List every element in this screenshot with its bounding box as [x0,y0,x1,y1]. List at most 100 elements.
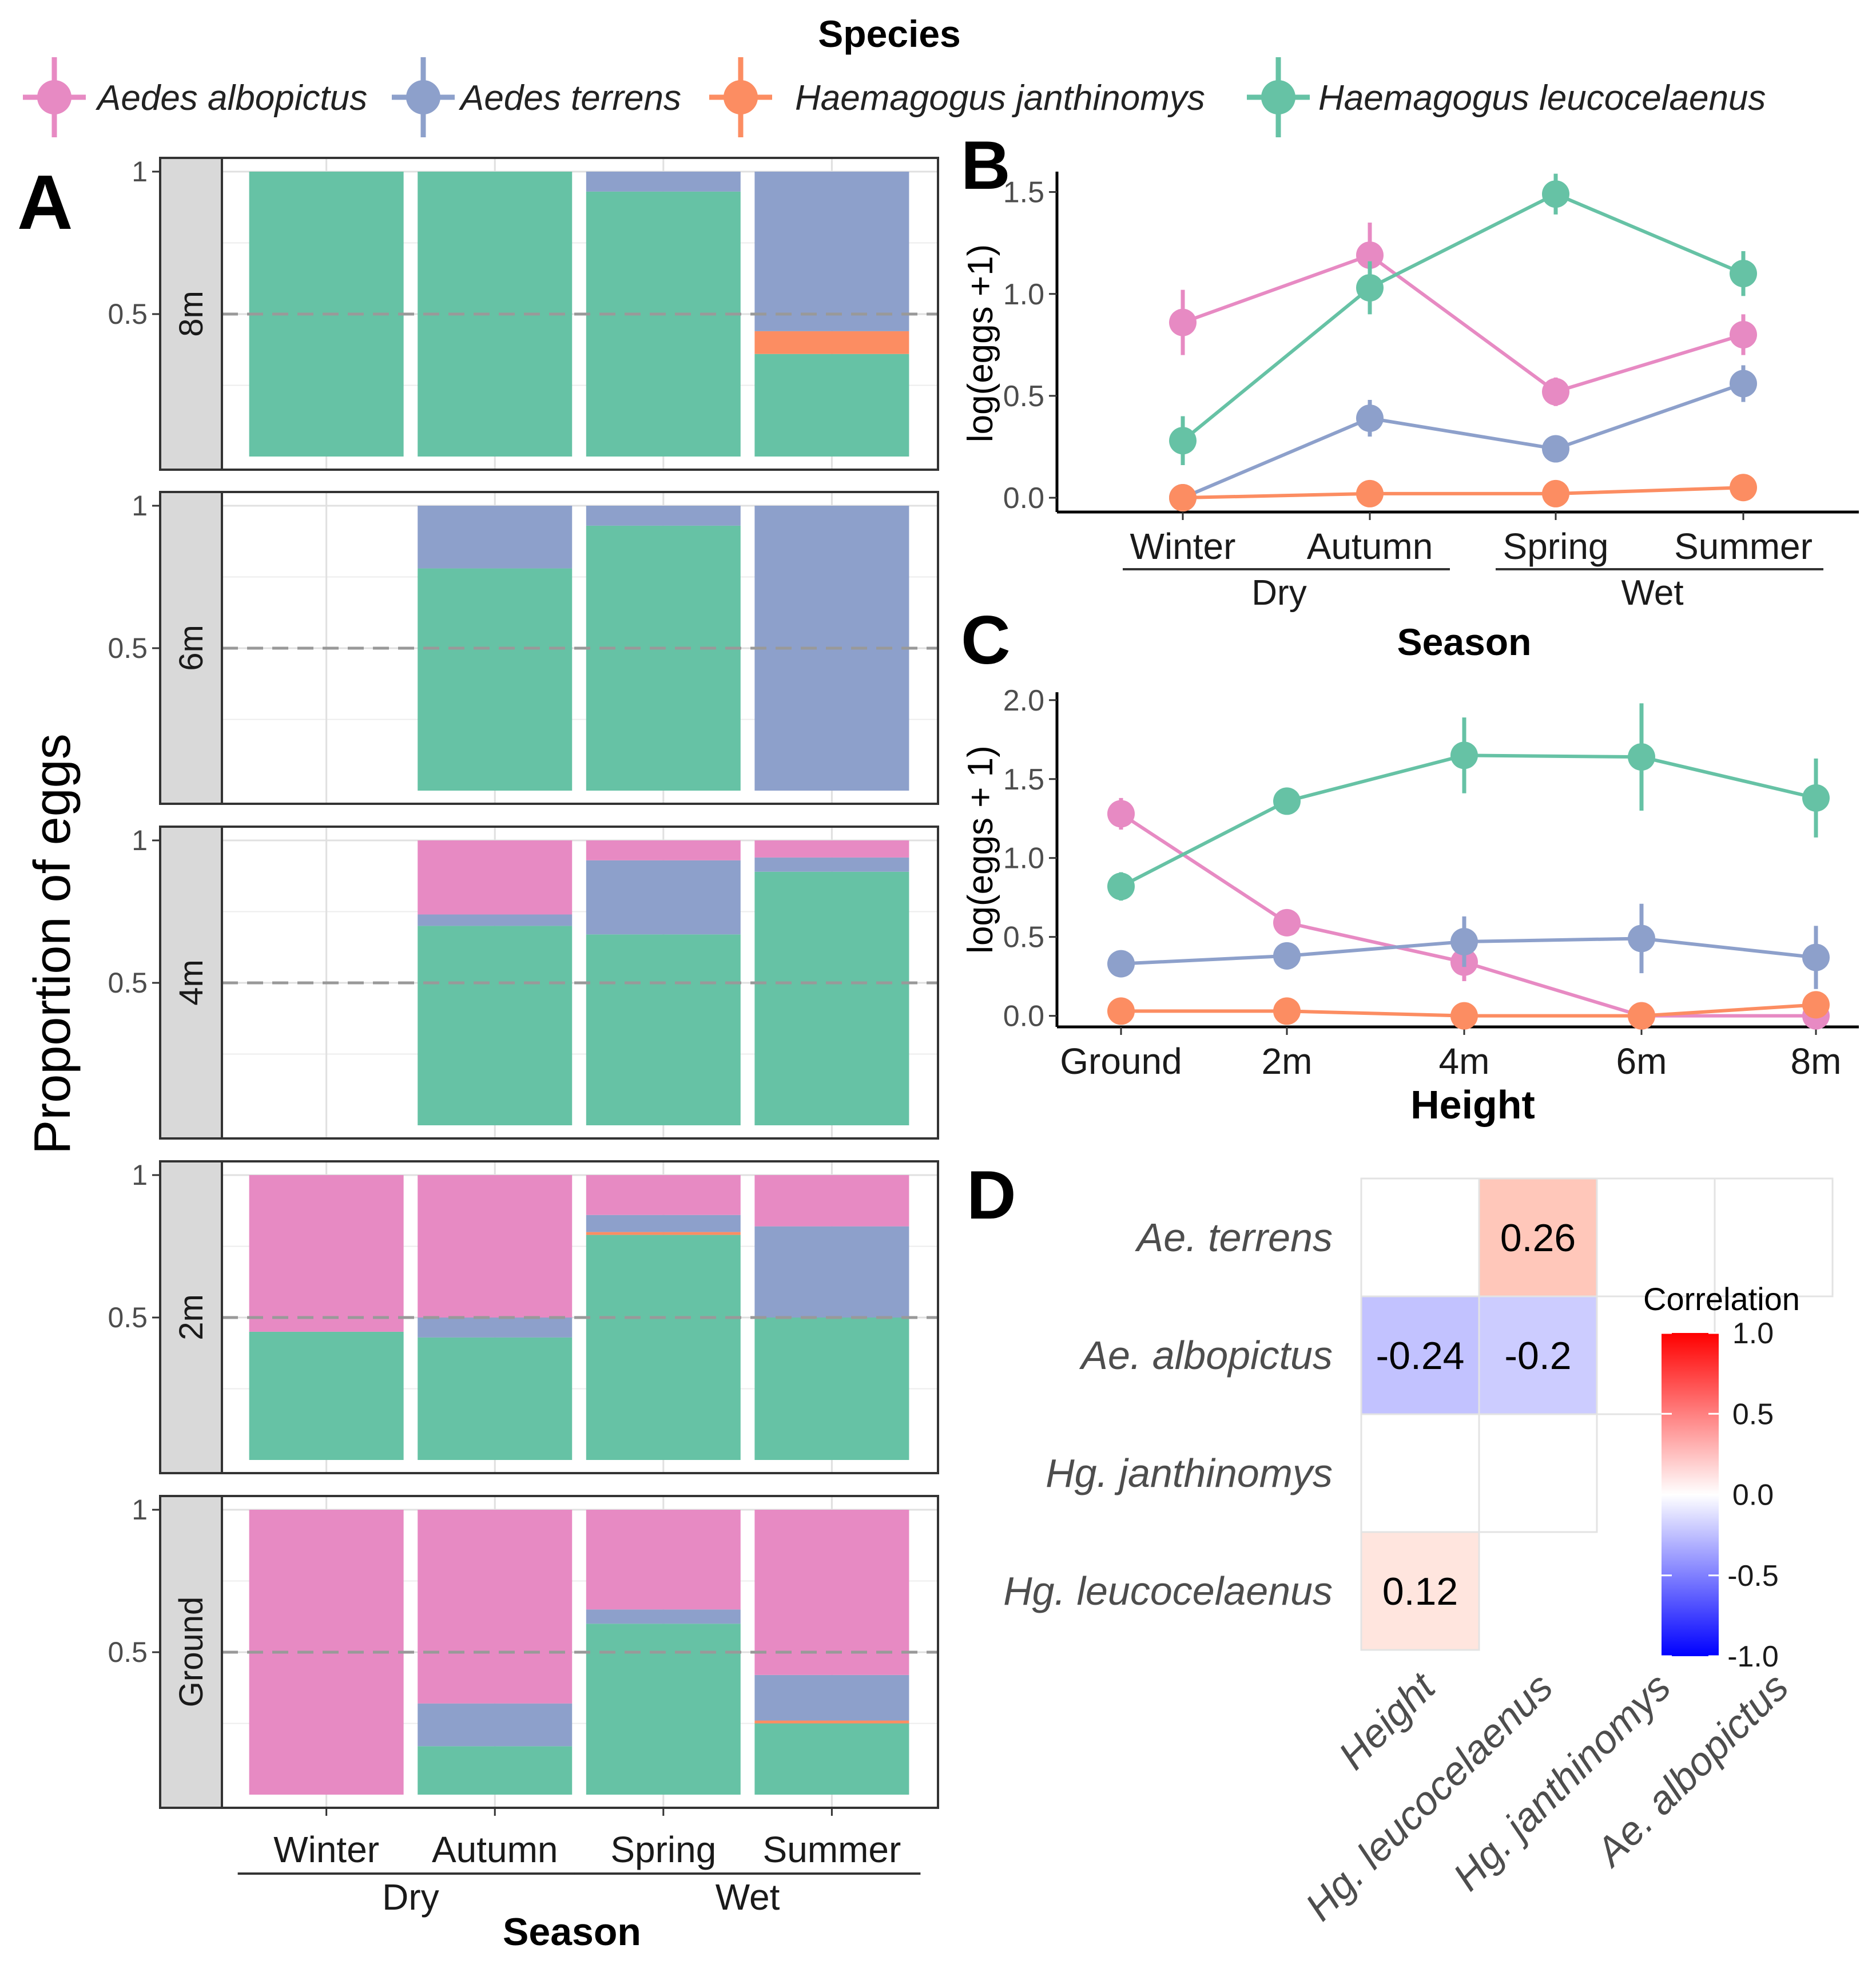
data-point-leucocelaenus [1273,787,1301,815]
colorbar-tick-label: 1.0 [1732,1317,1774,1350]
facet-strip-label: Ground [173,1597,210,1707]
data-point-janthinomys [1356,479,1384,507]
data-point-janthinomys [1450,1002,1478,1030]
bar-segment-leucocelaenus [418,1746,573,1795]
data-point-terrens [1107,950,1135,978]
x-tick-label: Autumn [1307,526,1433,567]
data-point-janthinomys [1802,991,1830,1019]
heatmap-cell [1478,1413,1598,1533]
panel-b-xlabel: Season [1397,621,1532,663]
y-tick-label: 1 [132,490,148,522]
data-point-leucocelaenus [1450,741,1478,769]
legend: Species Aedes albopictus Aedes terrens Hae… [23,13,1766,137]
data-point-albopictus [1273,908,1301,937]
facet-strip-label: 8m [173,291,210,337]
x-tick-label: Autumn [432,1829,558,1870]
y-tick-label: 0.5 [1003,921,1044,954]
legend-key-point [724,80,758,114]
data-point-leucocelaenus [1730,260,1757,288]
data-point-janthinomys [1107,997,1135,1025]
bar-segment-terrens [754,857,909,872]
bar-segment-terrens [586,1609,741,1624]
data-point-albopictus [1542,378,1569,406]
bar-segment-leucocelaenus [418,1337,573,1460]
data-point-leucocelaenus [1802,784,1830,812]
x-tick-label: Spring [1503,526,1609,567]
y-tick-label: 1 [132,1494,148,1526]
data-point-janthinomys [1542,479,1569,507]
y-tick-label: 0.5 [108,1636,148,1668]
panel-c-ylabel: log(eggs + 1) [961,745,1000,954]
panel-c-xlabel: Height [1410,1082,1535,1127]
bar-segment-leucocelaenus [754,1318,909,1460]
data-point-leucocelaenus [1107,872,1135,900]
data-point-leucocelaenus [1356,274,1384,302]
y-tick-label: 0.5 [108,298,148,330]
y-tick-label: 0.5 [108,632,148,664]
legend-title: Species [818,13,961,55]
bar-segment-albopictus [754,840,909,858]
heatmap-cell [1360,1177,1480,1297]
bar-segment-leucocelaenus [586,1624,741,1795]
bar-segment-janthinomys [754,331,909,354]
data-point-janthinomys [1628,1002,1655,1030]
y-tick-label: 1.0 [1003,842,1044,875]
group-label: Dry [382,1876,439,1918]
heatmap-cell [1596,1177,1716,1297]
data-point-janthinomys [1273,997,1301,1025]
legend-label: Aedes albopictus [95,78,367,118]
panel-letter-a: A [17,159,73,245]
y-tick-label: 0.5 [108,967,148,999]
y-tick-label: 0.5 [1003,380,1044,413]
bar-segment-leucocelaenus [586,934,741,1125]
data-point-terrens [1730,370,1757,398]
legend-label: Haemagogus leucocelaenus [1318,78,1766,118]
data-point-albopictus [1730,321,1757,349]
x-tick-label: Summer [763,1829,901,1870]
legend-label: Haemagogus janthinomys [795,78,1205,118]
x-tick-label: Winter [1130,526,1236,567]
legend-key-point [37,80,71,114]
panel-letter-c: C [961,602,1011,678]
x-tick-label: Winter [273,1829,379,1870]
bar-segment-albopictus [418,840,573,915]
bar-segment-terrens [754,1675,909,1721]
data-point-leucocelaenus [1169,427,1197,455]
series-line-terrens [1182,382,1744,499]
y-tick-label: 1 [132,156,148,188]
legend-key-point [1261,80,1295,114]
bar-segment-janthinomys [754,1720,909,1724]
bar-segment-terrens [586,506,741,526]
heatmap-legend-title: Correlation [1643,1281,1800,1317]
data-point-terrens [1356,404,1384,432]
data-point-terrens [1273,942,1301,970]
panel-a-ylabel: Proportion of eggs [24,733,81,1154]
y-tick-label: 0.0 [1003,1000,1044,1033]
heatmap-row-label: Hg. janthinomys [1046,1451,1333,1495]
series-line-leucocelaenus [1182,192,1744,442]
panel-b-line-chart: 0.0 0.5 1.0 1.5 Winter Autumn Spring Summer Dry W… [1003,172,1859,613]
heatmap-row-label: Hg. leucocelaenus [1003,1569,1333,1613]
bar-segment-albopictus [249,1175,404,1332]
heatmap-cell-label: 0.26 [1500,1216,1576,1260]
bar-segment-terrens [754,1226,909,1318]
data-point-albopictus [1169,308,1197,336]
bar-segment-terrens [418,1703,573,1747]
colorbar-tick-label: 0.5 [1732,1398,1774,1431]
data-point-terrens [1802,943,1830,971]
colorbar-tick-label: 0.0 [1732,1479,1774,1512]
panel-b-ylabel: log(eggs +1) [961,244,1000,442]
data-point-janthinomys [1730,474,1757,502]
data-point-terrens [1542,435,1569,463]
panel-a-stacked-bars: 8m 1 0.5 6m 1 0.5 4m 1 0.5 2m 1 0.5 Ground 1 0.5 Winter… [108,156,939,1918]
facet-frame [221,826,939,1140]
bar-segment-leucocelaenus [586,191,741,457]
facet-strip [159,491,223,805]
bar-segment-leucocelaenus [586,525,741,791]
heatmap-cell [1360,1295,1480,1415]
series-line-janthinomys [1182,486,1744,500]
bar-segment-albopictus [586,1510,741,1610]
panel-letter-d: D [967,1157,1016,1233]
bar-segment-leucocelaenus [754,871,909,1125]
series-line-albopictus [1182,253,1744,394]
